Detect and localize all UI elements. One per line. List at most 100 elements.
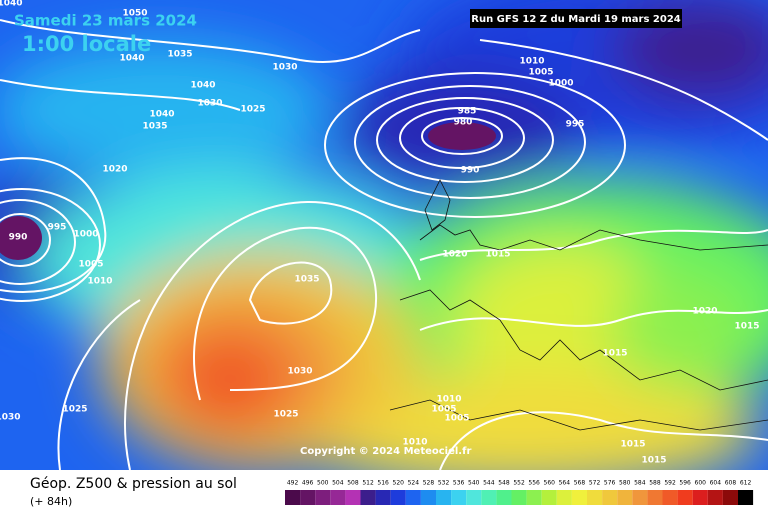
isobar-label: 1020 — [102, 165, 127, 175]
isobar-label: 1040 — [119, 54, 144, 64]
isobar-label: 1025 — [240, 105, 265, 115]
scale-swatch — [436, 490, 452, 505]
scale-label: 492 — [287, 480, 299, 487]
isobar-label: 1015 — [641, 456, 666, 466]
scale-label: 556 — [528, 480, 540, 487]
scale-label: 584 — [634, 480, 646, 487]
isobar-label: 990 — [461, 166, 480, 176]
scale-label: 532 — [438, 480, 450, 487]
scale-label: 552 — [513, 480, 525, 487]
scale-swatch — [677, 490, 693, 505]
scale-swatch — [692, 490, 708, 505]
scale-swatch — [722, 490, 738, 505]
scale-swatch — [375, 490, 391, 505]
scale-swatch — [617, 490, 633, 505]
isobar-label: 1005 — [444, 414, 469, 424]
scale-label: 576 — [604, 480, 616, 487]
isobar-label: 1050 — [122, 9, 147, 19]
isobar-label: 1020 — [692, 307, 717, 317]
run-box — [470, 9, 682, 28]
scale-label: 560 — [544, 480, 556, 487]
scale-label: 592 — [664, 480, 676, 487]
isobar-label: 1035 — [167, 50, 192, 60]
scale-label: 516 — [377, 480, 389, 487]
isobar-label: 1035 — [142, 122, 167, 132]
scale-swatch — [420, 490, 436, 505]
scale-label: 572 — [589, 480, 601, 487]
scale-label: 524 — [408, 480, 420, 487]
field — [0, 0, 768, 470]
scale-swatch — [285, 490, 301, 505]
isobar-label: 1030 — [287, 367, 312, 377]
isobar-label: 1015 — [485, 250, 510, 260]
scale-label: 540 — [468, 480, 480, 487]
scale-label: 608 — [725, 480, 737, 487]
isobar-label: 985 — [458, 107, 477, 117]
isobar-label: 990 — [9, 233, 28, 243]
isobar-label: 1010 — [402, 438, 427, 448]
scale-label: 544 — [483, 480, 495, 487]
copyright: Copyright © 2024 Meteociel.fr — [300, 446, 471, 457]
isobar-label: 1035 — [294, 275, 319, 285]
scale-swatch — [390, 490, 406, 505]
scale-swatch — [300, 490, 316, 505]
scale-label: 588 — [649, 480, 661, 487]
scale-label: 536 — [453, 480, 465, 487]
scale-label: 528 — [423, 480, 435, 487]
isobar-label: 1005 — [528, 68, 553, 78]
isobar-label: 1010 — [519, 57, 544, 67]
scale-label: 580 — [619, 480, 631, 487]
scale-label: 596 — [679, 480, 691, 487]
scale-swatch — [738, 490, 754, 505]
isobar-label: 1000 — [73, 230, 98, 240]
isobar-label: 980 — [454, 118, 473, 128]
scale-label: 548 — [498, 480, 510, 487]
footer-lead: (+ 84h) — [30, 495, 72, 508]
scale-label: 512 — [362, 480, 374, 487]
run-info: Run GFS 12 Z du Mardi 19 mars 2024 — [471, 14, 681, 25]
isobar-label: 995 — [48, 223, 67, 233]
isobar-label: 1040 — [0, 0, 23, 9]
scale-swatch — [541, 490, 557, 505]
scale-swatch — [647, 490, 663, 505]
isobar-label: 1015 — [620, 440, 645, 450]
scale-label: 504 — [332, 480, 344, 487]
scale-swatch — [707, 490, 723, 505]
isobar-label: 1040 — [190, 81, 215, 91]
scale-label: 600 — [695, 480, 707, 487]
coastlines — [389, 179, 768, 431]
isobars — [0, 19, 768, 470]
isobar-label: 1010 — [436, 395, 461, 405]
scale-swatch — [466, 490, 482, 505]
isobar-label: 1040 — [149, 110, 174, 120]
isobar-label: 995 — [566, 120, 585, 130]
scale-swatch — [345, 490, 361, 505]
isobar-label: 1020 — [442, 250, 467, 260]
isobar-label: 1025 — [62, 405, 87, 415]
scale-swatch — [526, 490, 542, 505]
isobar-label: 1010 — [87, 277, 112, 287]
scale-swatch — [571, 490, 587, 505]
scale-swatch — [451, 490, 467, 505]
isobar-label: 1030 — [272, 63, 297, 73]
scale-label: 500 — [317, 480, 329, 487]
isobar-label: 1025 — [273, 410, 298, 420]
scale-swatch — [360, 490, 376, 505]
scale-swatch — [481, 490, 497, 505]
time: 1:00 locale — [22, 32, 151, 56]
scale-swatch — [632, 490, 648, 505]
isobar-label: 1015 — [734, 322, 759, 332]
isobar-label: 1005 — [78, 260, 103, 270]
date: Samedi 23 mars 2024 — [14, 12, 197, 30]
scale-swatch — [330, 490, 346, 505]
scale-swatch — [662, 490, 678, 505]
scale-swatch — [315, 490, 331, 505]
scale-swatch — [556, 490, 572, 505]
scale-label: 508 — [347, 480, 359, 487]
scale-swatch — [405, 490, 421, 505]
scale-label: 604 — [710, 480, 722, 487]
scale-label: 520 — [393, 480, 405, 487]
isobar-label: 1000 — [548, 79, 573, 89]
isobar-label: 1015 — [602, 349, 627, 359]
